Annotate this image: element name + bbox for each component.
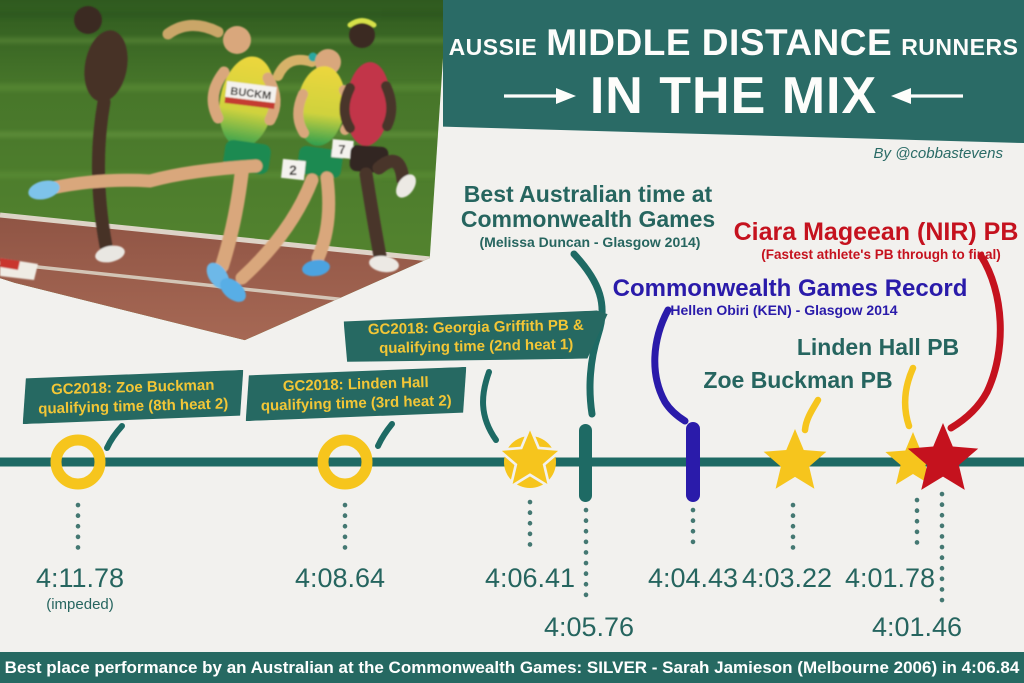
right-arrow-icon <box>503 88 576 104</box>
marker-star-ring-georgia <box>499 427 562 488</box>
time-40146: 4:01.46 <box>871 612 963 642</box>
bib-name-text: BUCKM <box>230 86 272 103</box>
linden-pb-label: Linden Hall PB <box>796 334 960 360</box>
connector-georgia-curve <box>480 369 499 443</box>
connector-linden-pb-curve <box>902 364 917 430</box>
runner-background-left <box>74 6 128 263</box>
title-middle-distance: MIDDLE DISTANCE <box>546 22 893 63</box>
time-41178-note: (impeded) <box>46 596 114 613</box>
best-aus-title-line2: Commonwealth Games <box>460 206 716 232</box>
title-in-the-mix: IN THE MIX <box>589 67 878 125</box>
ciara-sub: (Fastest athlete's PB through to final) <box>761 247 1001 262</box>
title-runners: RUNNERS <box>901 34 1019 60</box>
connector-cg-record-curve <box>651 306 689 425</box>
time-40864: 4:08.64 <box>294 563 386 593</box>
time-40443: 4:04.43 <box>647 563 739 593</box>
gc2018-linden-box: GC2018: Linden Hall qualifying time (3rd… <box>244 367 467 421</box>
marker-ring-zoe-qualifying <box>50 434 106 490</box>
footer-text: Best place performance by an Australian … <box>4 657 1020 677</box>
time-40641: 4:06.41 <box>484 563 576 593</box>
footer-bar: Best place performance by an Australian … <box>0 652 1024 683</box>
title-aussie: AUSSIE <box>448 34 538 60</box>
runners-photo-illustration: BUCKM 2 <box>0 0 447 341</box>
runner-buckman: BUCKM <box>28 20 281 290</box>
runner-group: BUCKM 2 <box>28 6 416 302</box>
runner-red-top: 7 <box>331 18 416 273</box>
time-40322: 4:03.22 <box>741 563 833 593</box>
bib-number-right: 7 <box>338 142 345 157</box>
cg-record-sub: Hellen Obiri (KEN) - Glasgow 2014 <box>670 302 898 318</box>
gc2018-zoe-box: GC2018: Zoe Buckman qualifying time (8th… <box>21 370 244 424</box>
marker-star-zoe-pb <box>763 429 827 489</box>
best-aus-title: Best Australian time at Commonwealth Gam… <box>461 182 715 232</box>
connector-zoe-box-tick <box>104 423 125 451</box>
marker-ring-linden-qualifying <box>317 434 373 490</box>
ciara-title: Ciara Mageean (NIR) PB <box>733 218 1019 246</box>
marker-star-ciara-pb <box>907 423 979 490</box>
marker-star-linden-pb <box>885 432 941 485</box>
marker-bar-best-aus <box>579 424 592 502</box>
gc2018-georgia-line2: qualifying time (2nd heat 1) <box>378 335 574 358</box>
connector-zoe-pb-curve <box>801 396 822 434</box>
time-41178: 4:11.78 <box>35 563 125 593</box>
runners-photo: BUCKM 2 <box>0 0 447 341</box>
best-aus-title-line1: Best Australian time at <box>463 181 713 207</box>
trackside-marker <box>0 258 38 280</box>
marker-bar-cg-record <box>686 422 700 502</box>
title-banner: AUSSIE MIDDLE DISTANCE RUNNERS IN THE MI… <box>443 0 1024 144</box>
time-40178: 4:01.78 <box>844 563 936 593</box>
title-line2: IN THE MIX <box>503 66 964 126</box>
best-aus-sub: (Melissa Duncan - Glasgow 2014) <box>479 234 701 250</box>
cg-record-title: Commonwealth Games Record <box>612 275 968 302</box>
left-arrow-icon <box>891 88 964 104</box>
title-line1: AUSSIE MIDDLE DISTANCE RUNNERS <box>449 22 1019 64</box>
gc2018-georgia-box: GC2018: Georgia Griffith PB & qualifying… <box>344 310 609 364</box>
byline: By @cobbastevens <box>873 145 1003 162</box>
zoe-pb-label: Zoe Buckman PB <box>703 367 893 393</box>
connector-linden-box-tick <box>375 421 395 449</box>
time-40576: 4:05.76 <box>543 612 635 642</box>
runner-hall: 2 <box>220 49 356 302</box>
bib-number-middle: 2 <box>289 162 297 178</box>
